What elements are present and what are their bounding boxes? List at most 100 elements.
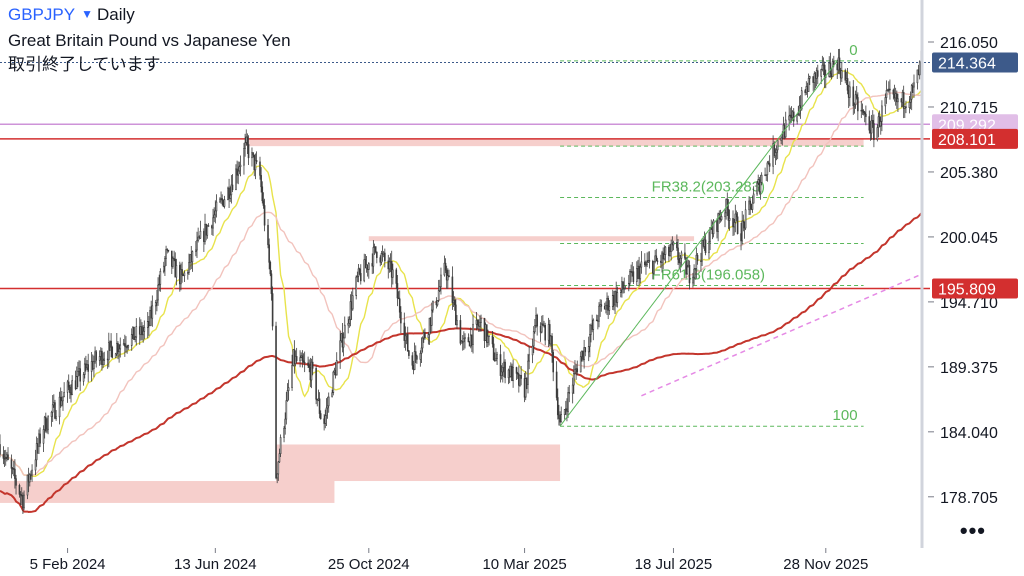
- candle-245: [392, 263, 394, 285]
- candle-177: [284, 412, 286, 435]
- candle-202: [324, 409, 327, 429]
- candle-546: [876, 124, 879, 142]
- candle-body: [765, 174, 768, 176]
- candle-342: [548, 319, 551, 347]
- candle-471: [756, 181, 758, 196]
- candle-156: [251, 147, 253, 167]
- time-axis[interactable]: 5 Feb 2024 13 Jun 2024 25 Oct 2024 10 Mar 2…: [0, 548, 1024, 576]
- candle-467: [749, 198, 751, 215]
- candle-body: [83, 363, 86, 375]
- candle-body: [444, 262, 447, 271]
- price-badge-bg: [932, 52, 1018, 73]
- candle-body: [63, 391, 65, 398]
- candle-body: [608, 306, 611, 311]
- candle-433: [694, 268, 697, 280]
- candle-390: [624, 285, 627, 290]
- candle-536: [860, 101, 863, 119]
- candle-247: [396, 274, 399, 307]
- candle-175: [279, 434, 282, 457]
- time-axis-bg: [0, 548, 1024, 576]
- candle-206: [331, 389, 333, 398]
- candle-373: [598, 302, 600, 328]
- candle-60: [95, 349, 98, 368]
- candle-body: [400, 311, 402, 324]
- candle-120: [191, 250, 194, 272]
- candle-332: [532, 326, 535, 354]
- candle-body: [277, 461, 280, 475]
- more-options-icon[interactable]: •••: [959, 518, 986, 543]
- candle-body: [324, 415, 327, 424]
- candle-body: [846, 78, 849, 91]
- candle-body: [332, 371, 335, 394]
- candle-176: [283, 426, 285, 443]
- candle-body: [278, 453, 281, 463]
- candle-body: [215, 201, 218, 212]
- candle-body: [542, 323, 544, 326]
- candle-85: [135, 318, 138, 346]
- candle-body: [453, 299, 456, 306]
- candle-265: [424, 328, 426, 340]
- candle-70: [111, 345, 114, 359]
- candle-body: [62, 396, 64, 402]
- candle-38: [61, 391, 63, 407]
- candle-5: [7, 447, 9, 461]
- candle-199: [318, 392, 321, 419]
- candle-body: [499, 354, 502, 376]
- candle-body: [563, 409, 566, 415]
- x-tick-label-1: 13 Jun 2024: [174, 556, 257, 573]
- candle-136: [219, 197, 221, 203]
- candle-129: [206, 224, 209, 239]
- candle-body: [855, 94, 858, 98]
- interval-label[interactable]: Daily: [96, 5, 135, 24]
- candle-164: [262, 192, 265, 209]
- candle-body: [884, 97, 887, 107]
- candle-body: [47, 416, 49, 430]
- candle-body: [527, 360, 529, 385]
- fib-level-label-2: FR38.2(203.283): [652, 178, 765, 195]
- candle-body: [50, 411, 53, 417]
- candle-140: [223, 195, 226, 209]
- candle-89: [142, 325, 144, 343]
- candle-body: [372, 247, 375, 267]
- candle-310: [496, 351, 498, 365]
- candle-body: [589, 334, 591, 347]
- candle-155: [247, 135, 250, 165]
- candle-543: [870, 114, 873, 140]
- candle-body: [788, 115, 790, 121]
- symbol-name[interactable]: GBPJPY: [8, 5, 76, 24]
- candle-body: [693, 268, 695, 278]
- candle-body: [42, 429, 45, 444]
- candle-415: [664, 246, 667, 264]
- candle-248: [397, 291, 400, 300]
- candle-body: [447, 275, 449, 281]
- candle-79: [126, 344, 128, 354]
- candle-body: [247, 144, 250, 159]
- candle-370: [592, 318, 595, 341]
- candle-body: [7, 454, 9, 460]
- price-badge-label: 195.809: [938, 282, 996, 299]
- candle-470: [752, 186, 755, 204]
- candle-55: [87, 353, 89, 383]
- symbol-dropdown-icon[interactable]: ▼: [81, 7, 93, 21]
- candle-body: [679, 257, 682, 264]
- candle-466: [748, 196, 750, 216]
- candle-512: [821, 55, 824, 72]
- candle-body: [111, 346, 114, 358]
- candle-body: [456, 320, 458, 326]
- candle-body: [913, 82, 915, 88]
- candle-body: [908, 102, 911, 108]
- candle-body: [133, 326, 135, 341]
- candle-539: [863, 111, 866, 123]
- candle-body: [838, 57, 841, 71]
- candle-7: [11, 466, 14, 475]
- candle-110: [175, 258, 178, 286]
- y-tick-label-0: 216.050: [940, 35, 998, 52]
- candle-266: [427, 332, 430, 345]
- y-tick-label-6: 184.040: [940, 425, 998, 442]
- candle-body: [645, 264, 647, 266]
- candle-body: [212, 217, 214, 229]
- candle-body: [181, 269, 183, 275]
- candle-body: [451, 276, 454, 303]
- candle-body: [685, 257, 687, 275]
